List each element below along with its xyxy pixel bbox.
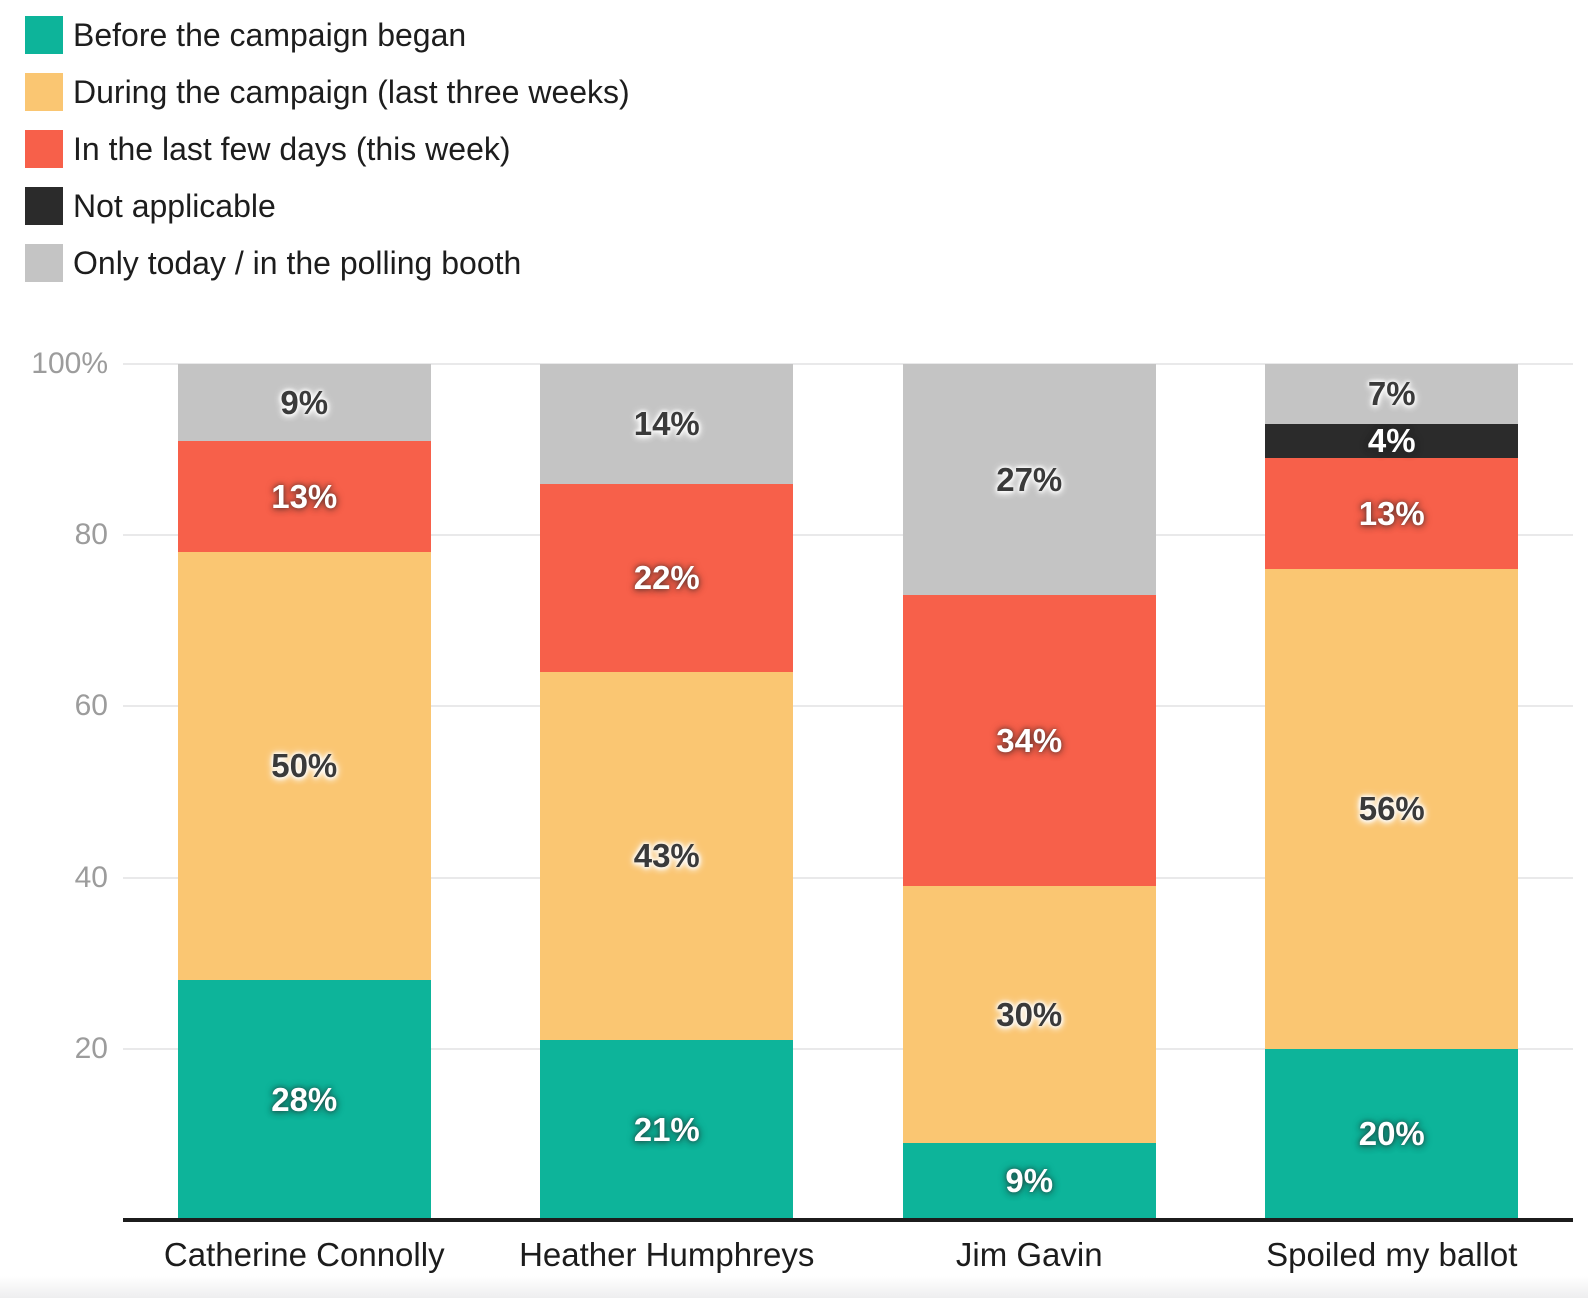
segment-value-label: 22% bbox=[633, 558, 700, 596]
x-axis-line bbox=[123, 1218, 1573, 1222]
segment-value-label: 34% bbox=[996, 721, 1063, 759]
segment-value-label: 7% bbox=[1367, 374, 1416, 412]
legend-item: In the last few days (this week) bbox=[25, 129, 511, 169]
bar-segment: 27% bbox=[902, 364, 1156, 596]
bar-segment: 56% bbox=[1265, 569, 1519, 1049]
gridline bbox=[123, 534, 1573, 537]
y-axis-tick-label: 20 bbox=[74, 1031, 108, 1065]
segment-value-label: 56% bbox=[1358, 790, 1425, 828]
segment-value-label: 4% bbox=[1367, 422, 1416, 460]
gridline bbox=[123, 876, 1573, 879]
segment-value-label: 14% bbox=[633, 404, 700, 442]
legend-item-label: Before the campaign began bbox=[73, 17, 467, 53]
bar-segment: 9% bbox=[902, 1142, 1156, 1220]
gridline bbox=[123, 1047, 1573, 1050]
x-axis-category-label: Spoiled my ballot bbox=[1266, 1236, 1518, 1273]
segment-value-label: 13% bbox=[271, 477, 338, 515]
bar-segment: 43% bbox=[540, 672, 794, 1041]
segment-value-label: 30% bbox=[996, 995, 1063, 1033]
bar-segment: 13% bbox=[1265, 458, 1519, 570]
bottom-edge-shade bbox=[0, 1276, 1588, 1298]
segment-value-label: 28% bbox=[271, 1081, 338, 1119]
legend-item: Not applicable bbox=[25, 186, 276, 226]
gridline bbox=[123, 363, 1573, 365]
bar-segment: 4% bbox=[1265, 422, 1519, 460]
y-axis-tick-label: 40 bbox=[74, 860, 108, 894]
y-axis-tick-label: 60 bbox=[74, 689, 108, 723]
gridline bbox=[123, 705, 1573, 708]
legend-swatch bbox=[25, 130, 63, 168]
y-axis-tick-label: 100% bbox=[31, 347, 108, 380]
bar-segment: 21% bbox=[540, 1040, 794, 1220]
segment-value-label: 27% bbox=[996, 460, 1063, 498]
segment-value-label: 50% bbox=[271, 747, 338, 785]
bar-segment: 34% bbox=[902, 595, 1156, 887]
legend-item-label: In the last few days (this week) bbox=[73, 131, 511, 167]
legend-item: Before the campaign began bbox=[25, 15, 466, 55]
bar-segment: 28% bbox=[177, 980, 431, 1220]
legend-item-label: Not applicable bbox=[73, 188, 276, 224]
legend-swatch bbox=[25, 16, 63, 54]
legend-swatch bbox=[25, 73, 63, 111]
legend-swatch bbox=[25, 187, 63, 225]
bar-segment: 9% bbox=[177, 364, 431, 442]
bar-segment: 50% bbox=[177, 552, 431, 981]
y-axis-tick-label: 80 bbox=[74, 518, 108, 552]
legend-item: Only today / in the polling booth bbox=[25, 243, 521, 283]
legend-item-label: During the campaign (last three weeks) bbox=[73, 74, 630, 110]
segment-value-label: 21% bbox=[633, 1111, 700, 1149]
bar-segment: 30% bbox=[902, 886, 1156, 1143]
bar-segment: 13% bbox=[177, 441, 431, 553]
segment-value-label: 43% bbox=[633, 837, 700, 875]
segment-value-label: 9% bbox=[280, 383, 329, 421]
legend-item: During the campaign (last three weeks) bbox=[25, 72, 630, 112]
bar-segment: 7% bbox=[1265, 364, 1519, 424]
segment-value-label: 20% bbox=[1358, 1115, 1425, 1153]
legend-swatch bbox=[25, 244, 63, 282]
bar-segment: 20% bbox=[1265, 1048, 1519, 1220]
bar-segment: 22% bbox=[540, 483, 794, 673]
x-axis-category-label: Catherine Connolly bbox=[163, 1236, 445, 1273]
bar-segment: 14% bbox=[540, 364, 794, 484]
segment-value-label: 9% bbox=[1005, 1162, 1054, 1200]
legend-item-label: Only today / in the polling booth bbox=[73, 245, 522, 281]
x-axis-category-label: Heather Humphreys bbox=[519, 1236, 815, 1273]
x-axis-category-label: Jim Gavin bbox=[955, 1236, 1103, 1273]
segment-value-label: 13% bbox=[1358, 494, 1425, 532]
